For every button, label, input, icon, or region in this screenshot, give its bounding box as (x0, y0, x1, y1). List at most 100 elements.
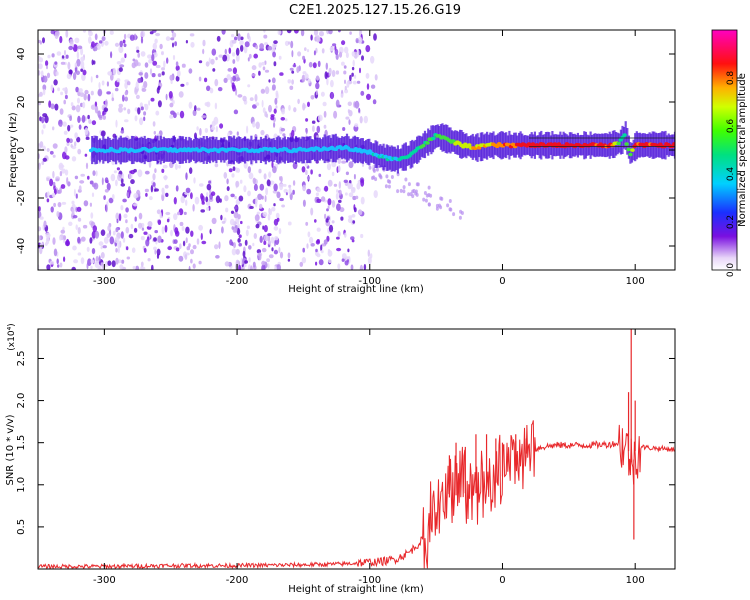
ridge-core (383, 154, 388, 159)
noise-speckle (61, 168, 66, 174)
noise-speckle (139, 117, 144, 126)
noise-speckle (194, 196, 200, 205)
noise-speckle (190, 41, 195, 48)
noise-speckle (117, 246, 121, 254)
noise-speckle (173, 239, 178, 245)
noise-speckle (95, 170, 98, 177)
noise-speckle (280, 127, 286, 132)
noise-speckle (65, 30, 69, 38)
noise-speckle (185, 81, 189, 86)
noise-speckle (307, 78, 311, 84)
noise-speckle (265, 113, 269, 118)
noise-speckle (175, 75, 180, 82)
noise-speckle (98, 255, 101, 262)
noise-speckle (235, 88, 238, 96)
noise-speckle (77, 45, 83, 50)
noise-speckle (214, 244, 219, 250)
noise-speckle (131, 247, 136, 253)
noise-speckle (327, 205, 330, 210)
noise-speckle (200, 193, 204, 200)
noise-speckle (375, 167, 379, 172)
noise-speckle (114, 87, 119, 92)
noise-speckle (343, 65, 347, 69)
noise-speckle (66, 142, 70, 146)
noise-speckle (121, 173, 125, 179)
noise-speckle (80, 47, 84, 56)
noise-speckle (316, 227, 321, 232)
noise-speckle (223, 172, 228, 179)
noise-speckle (76, 51, 80, 60)
x-tick-label: 0 (499, 276, 505, 287)
noise-speckle (238, 242, 242, 247)
noise-speckle (157, 73, 162, 78)
noise-speckle (88, 31, 93, 37)
noise-speckle (261, 247, 267, 253)
noise-speckle (253, 233, 257, 239)
noise-speckle (390, 175, 394, 179)
noise-speckle (209, 87, 214, 94)
noise-speckle (90, 265, 93, 270)
y-tick-label: -40 (16, 238, 27, 254)
noise-speckle (292, 189, 295, 195)
noise-speckle (104, 189, 109, 193)
snr-marks (38, 329, 675, 569)
noise-speckle (190, 230, 194, 237)
noise-speckle (317, 114, 323, 122)
noise-speckle (42, 37, 45, 44)
colorbar-tick-label: 0.4 (726, 167, 736, 182)
noise-speckle (196, 126, 199, 131)
noise-speckle (259, 43, 264, 50)
noise-speckle (274, 265, 277, 270)
noise-speckle (47, 54, 51, 59)
noise-speckle (310, 34, 313, 41)
noise-speckle (60, 184, 66, 189)
noise-speckle (278, 247, 281, 254)
noise-speckle (208, 57, 211, 65)
noise-speckle (77, 148, 82, 155)
noise-speckle (170, 110, 175, 115)
noise-speckle (115, 257, 119, 265)
noise-speckle (335, 70, 340, 75)
noise-speckle (150, 185, 154, 193)
noise-speckle (235, 180, 240, 188)
noise-speckle (55, 71, 59, 76)
noise-speckle (328, 259, 332, 264)
noise-speckle (134, 216, 137, 222)
noise-speckle (42, 84, 47, 91)
noise-speckle (151, 73, 156, 78)
noise-speckle (232, 52, 236, 57)
noise-speckle (296, 66, 300, 73)
noise-speckle (69, 38, 74, 45)
noise-speckle (169, 102, 174, 108)
noise-speckle (170, 229, 173, 237)
noise-speckle (127, 108, 131, 115)
noise-speckle (175, 65, 180, 71)
noise-speckle (240, 257, 243, 266)
noise-speckle (242, 250, 246, 258)
noise-speckle (115, 227, 119, 233)
noise-speckle (373, 33, 377, 41)
ridge-halo (428, 130, 431, 152)
noise-speckle (311, 120, 316, 124)
noise-speckle (106, 81, 109, 87)
noise-speckle (60, 61, 66, 65)
noise-speckle (315, 248, 318, 253)
noise-speckle (367, 256, 372, 265)
noise-speckle (67, 61, 71, 70)
noise-speckle (185, 199, 188, 206)
noise-speckle (95, 74, 99, 79)
noise-speckle (247, 190, 251, 197)
noise-speckle (39, 91, 43, 97)
noise-speckle (107, 260, 112, 267)
noise-speckle (155, 64, 161, 69)
noise-speckle (104, 177, 109, 184)
noise-speckle (320, 196, 326, 202)
noise-speckle (440, 196, 444, 201)
noise-speckle (117, 173, 122, 181)
noise-speckle (348, 119, 351, 125)
noise-speckle (328, 73, 331, 77)
noise-speckle (49, 260, 55, 265)
colorbar: 0.0 0.2 0.4 0.6 0.8 Normalized spectral ampl… (711, 29, 748, 277)
noise-speckle (119, 264, 124, 270)
noise-speckle (336, 203, 341, 211)
